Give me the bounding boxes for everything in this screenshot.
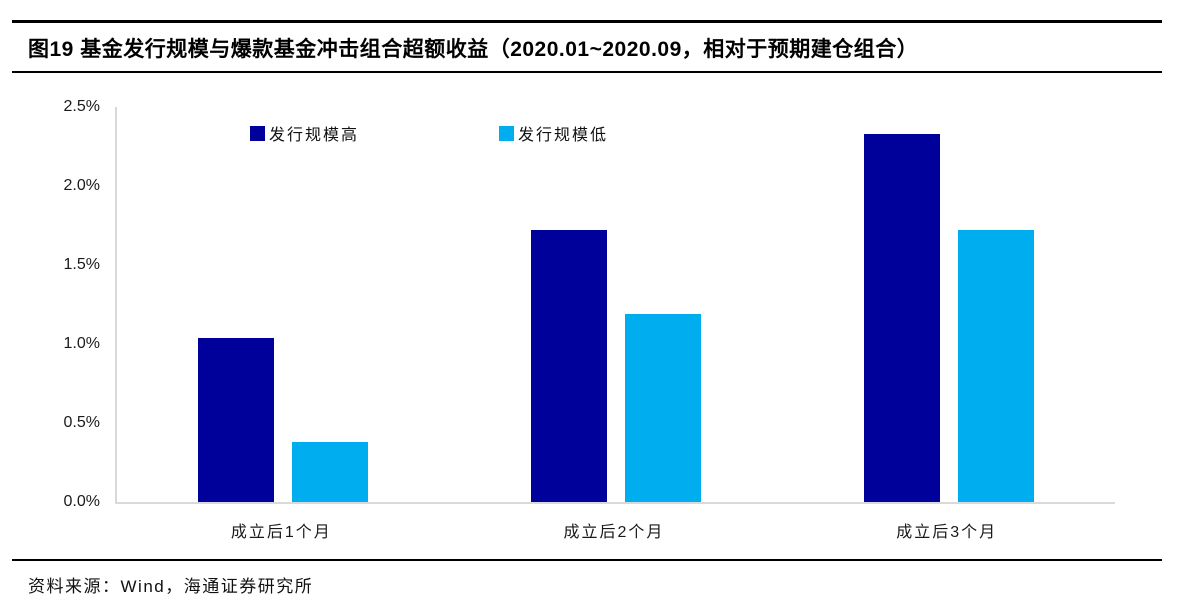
bar-low-3 bbox=[957, 230, 1034, 502]
legend-swatch-icon bbox=[250, 125, 265, 141]
x-axis-category-label: 成立后2个月 bbox=[563, 524, 665, 541]
title-underline-rule bbox=[12, 71, 1162, 73]
bar-low-1 bbox=[292, 441, 369, 502]
legend-label: 发行规模高 bbox=[269, 127, 360, 144]
y-axis-tick-label: 1.5% bbox=[63, 256, 100, 273]
y-axis-tick-label: 0.5% bbox=[63, 414, 100, 431]
y-axis-tick-label: 2.0% bbox=[63, 177, 100, 194]
legend-item-low: 发行规模低 bbox=[499, 121, 608, 145]
bar-high-2 bbox=[531, 230, 607, 502]
y-axis-tick-label: 2.5% bbox=[63, 98, 100, 115]
figure-title: 图19 基金发行规模与爆款基金冲击组合超额收益（2020.01~2020.09，… bbox=[28, 38, 919, 61]
x-axis-category-label: 成立后1个月 bbox=[230, 524, 332, 541]
x-axis-category-label: 成立后3个月 bbox=[896, 524, 998, 541]
y-axis-tick-label: 1.0% bbox=[63, 335, 100, 352]
legend-item-high: 发行规模高 bbox=[250, 121, 359, 145]
footer-rule bbox=[12, 559, 1162, 561]
source-note: 资料来源：Wind，海通证券研究所 bbox=[28, 577, 314, 596]
legend-label: 发行规模低 bbox=[518, 127, 609, 144]
legend-swatch-icon bbox=[499, 125, 515, 141]
chart-legend: 发行规模高 发行规模低 bbox=[250, 121, 608, 145]
y-axis-tick-label: 0.0% bbox=[63, 493, 100, 510]
bar-low-2 bbox=[625, 313, 701, 502]
bar-high-1 bbox=[198, 337, 275, 502]
bar-chart: 0.0% 0.5% 1.0% 1.5% 2.0% 2.5% 成立后1个月 成立后2个月 成立后… bbox=[0, 80, 1183, 550]
bar-high-3 bbox=[863, 133, 940, 502]
plot-area bbox=[115, 107, 1115, 504]
top-rule bbox=[12, 20, 1162, 23]
